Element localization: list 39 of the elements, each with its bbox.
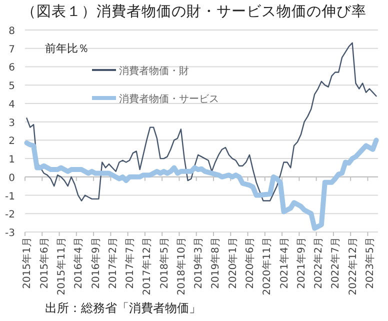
x-tick-label: 2017年2月 — [106, 237, 119, 289]
y-tick-label: 4 — [8, 99, 15, 110]
x-tick-label: 2022年7月 — [330, 237, 342, 289]
x-tick-label: 2015年11月 — [55, 237, 68, 296]
y-tick-label: -3 — [5, 228, 15, 239]
x-tick-label: 2023年5月 — [364, 237, 376, 289]
x-tick-label: 2020年6月 — [244, 237, 256, 289]
y-tick-label: 5 — [8, 81, 15, 92]
y-tick-label: 2 — [8, 136, 15, 148]
x-tick-label: 2022年2月 — [312, 237, 325, 289]
legend-label: 消費者物価・サービス — [119, 93, 219, 105]
y-tick-label: 0 — [8, 172, 15, 184]
x-tick-label: 2019年3月 — [192, 237, 205, 289]
x-tick-label: 2021年9月 — [295, 237, 308, 289]
y-tick-label: 8 — [8, 26, 15, 37]
x-tick-label: 2015年6月 — [38, 237, 50, 289]
x-tick-label: 2019年8月 — [210, 237, 222, 289]
x-tick-label: 2018年5月 — [158, 237, 170, 289]
y-tick-label: 7 — [8, 44, 15, 56]
chart-title: （図表１）消費者物価の財・サービス物価の伸び率 — [22, 3, 366, 20]
y-tick-label: 3 — [8, 118, 15, 129]
y-tick-label: -1 — [5, 191, 15, 202]
y-tick-label: 1 — [8, 154, 15, 166]
x-tick-label: 2017年12月 — [141, 237, 154, 296]
x-tick-label: 2016年4月 — [72, 237, 85, 289]
x-tick-label: 2017年7月 — [124, 237, 136, 289]
x-tick-label: 2021年4月 — [278, 237, 290, 289]
text: 出所：総務省「消費者物価」 — [45, 301, 201, 315]
x-tick-label: 2018年10月 — [175, 237, 188, 296]
y-axis-title: 前年比％ — [45, 42, 89, 55]
y-tick-label: -2 — [5, 210, 15, 221]
x-tick-label: 2020年1月 — [226, 237, 239, 289]
x-tick-label: 2022年12月 — [346, 237, 359, 296]
line-series — [26, 42, 377, 202]
legend-label: 消費者物価・財 — [119, 65, 189, 77]
y-tick-label: 6 — [8, 62, 15, 74]
x-tick-label: 2015年1月 — [21, 237, 34, 289]
x-tick-label: 2020年11月 — [261, 237, 274, 296]
x-tick-label: 2016年9月 — [90, 237, 102, 289]
